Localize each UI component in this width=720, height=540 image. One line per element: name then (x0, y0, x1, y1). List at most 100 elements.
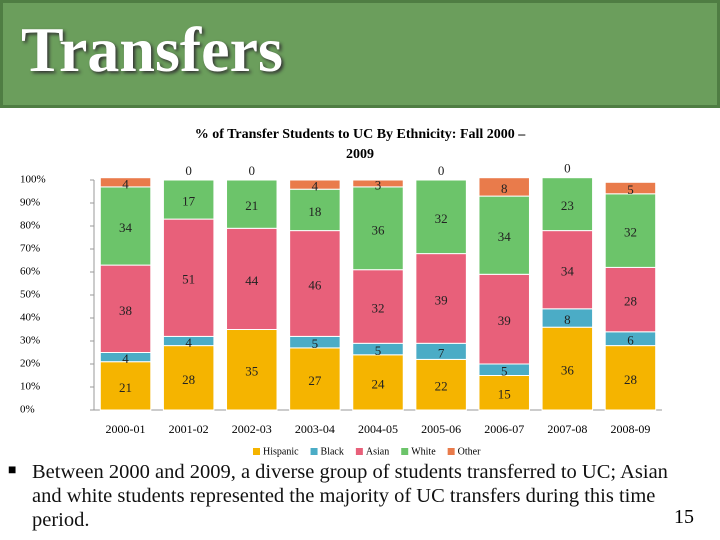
data-label: 4 (122, 351, 129, 366)
data-label: 8 (501, 181, 508, 196)
x-tick-label: 2004-05 (358, 422, 398, 436)
legend-swatch (253, 448, 260, 455)
legend-swatch (401, 448, 409, 455)
legend-swatch (310, 448, 318, 455)
legend-label: White (411, 446, 436, 457)
data-label: 5 (627, 182, 634, 197)
header: Transfers (0, 0, 720, 108)
y-tick-label: 10% (20, 381, 40, 393)
bar-segment (352, 269, 404, 344)
data-label: 4 (185, 335, 192, 350)
x-tick-label: 2007-08 (547, 422, 587, 436)
bar-segment (604, 345, 657, 411)
data-label: 38 (119, 303, 132, 318)
data-label: 4 (122, 176, 129, 191)
bar-segment (478, 375, 530, 411)
bar-segment (226, 179, 278, 229)
data-label: 28 (182, 372, 195, 387)
x-tick-label: 2006-07 (484, 422, 524, 436)
data-label: 0 (438, 163, 445, 178)
data-label: 46 (308, 277, 322, 292)
data-label: 0 (249, 163, 256, 178)
chart-title: % of Transfer Students to UC By Ethnicit… (195, 127, 527, 162)
bar-segment (289, 179, 341, 190)
x-tick-label: 2008-09 (610, 422, 650, 436)
bullet-text: Between 2000 and 2009, a diverse group o… (32, 461, 668, 531)
data-label: 27 (308, 373, 322, 388)
data-label: 34 (119, 220, 133, 235)
bar-segment (541, 326, 594, 411)
legend-swatch (355, 448, 363, 455)
data-label: 36 (561, 363, 575, 378)
slide-title: Transfers (21, 14, 283, 85)
y-tick-label: 70% (20, 243, 40, 255)
data-label: 3 (375, 177, 382, 192)
y-tick-label: 90% (20, 197, 40, 209)
bar-segment (226, 329, 278, 411)
bar-segment (415, 253, 467, 344)
legend-label: Hispanic (263, 446, 299, 457)
data-label: 0 (185, 163, 192, 178)
y-tick-label: 30% (20, 335, 40, 347)
data-label: 8 (564, 312, 571, 327)
y-tick-label: 40% (20, 312, 40, 324)
bar-segment (99, 186, 152, 266)
data-label: 0 (564, 161, 571, 176)
data-label: 21 (245, 198, 258, 213)
data-label: 5 (501, 364, 508, 379)
legend-label: Black (321, 446, 344, 457)
data-label: 22 (435, 379, 448, 394)
bar-segment (415, 179, 467, 255)
data-label: 32 (372, 300, 385, 315)
page-number: 15 (674, 506, 694, 528)
data-label: 36 (372, 222, 386, 237)
data-label: 28 (624, 372, 637, 387)
x-tick-label: 2002-03 (232, 422, 272, 436)
bar-segment (226, 227, 278, 330)
y-tick-label: 20% (20, 358, 40, 370)
data-label: 32 (435, 211, 448, 226)
data-label: 24 (372, 376, 386, 391)
y-tick-label: 60% (20, 266, 40, 278)
legend-swatch (447, 448, 455, 455)
bullet-mark: ■ (8, 463, 17, 478)
bar-segment (604, 193, 657, 268)
data-label: 28 (624, 294, 637, 309)
bar-segment (162, 345, 215, 411)
bar-segment (352, 354, 404, 411)
data-label: 39 (498, 313, 511, 328)
data-label: 18 (308, 204, 321, 219)
bar-segment (478, 195, 530, 275)
bar-segment (541, 177, 594, 232)
legend-label: Asian (366, 446, 389, 457)
chart: % of Transfer Students to UC By Ethnicit… (20, 127, 662, 457)
data-label: 34 (561, 264, 575, 279)
y-tick-label: 0% (20, 404, 35, 416)
data-label: 15 (498, 387, 511, 402)
bar-segment (162, 179, 215, 220)
bar-segment (415, 358, 467, 411)
bar-segment (99, 177, 152, 188)
bar-segment (289, 188, 341, 232)
bar-segment (604, 181, 657, 195)
data-label: 6 (627, 333, 634, 348)
data-label: 5 (312, 336, 319, 351)
y-tick-label: 80% (20, 220, 40, 232)
data-label: 23 (561, 198, 574, 213)
bar-segment (99, 264, 152, 354)
y-tick-label: 100% (20, 174, 46, 186)
data-label: 35 (245, 364, 258, 379)
data-label: 51 (182, 272, 195, 287)
data-label: 39 (435, 292, 448, 307)
data-label: 4 (312, 179, 319, 194)
data-label: 44 (245, 273, 259, 288)
bar-segment (99, 361, 152, 411)
bar-segment (289, 347, 341, 411)
bar-segment (478, 177, 530, 197)
data-label: 7 (438, 345, 445, 360)
legend-label: Other (458, 446, 481, 457)
data-label: 32 (624, 225, 637, 240)
bar-segment (352, 186, 404, 271)
data-label: 17 (182, 194, 196, 209)
